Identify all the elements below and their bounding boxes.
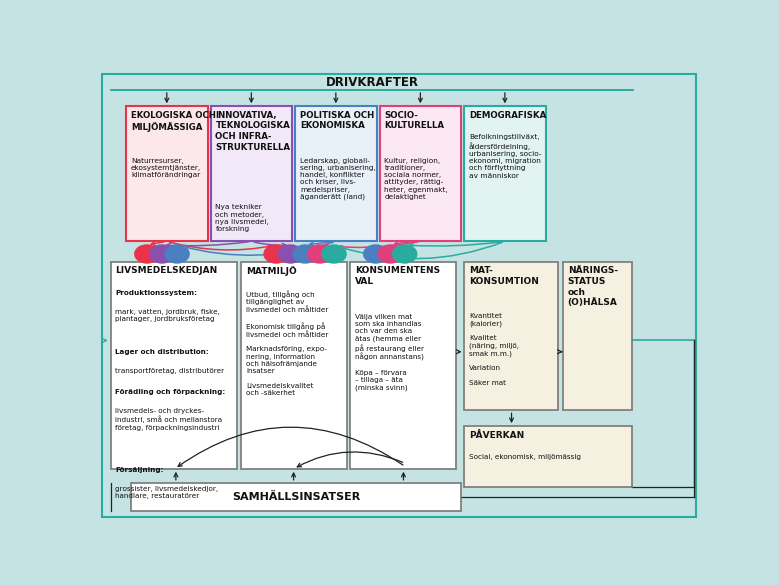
- Text: Välja vilken mat
som ska inhandlas
och var den ska
ätas (hemma eller
på restaura: Välja vilken mat som ska inhandlas och v…: [355, 314, 425, 391]
- FancyBboxPatch shape: [131, 483, 461, 511]
- Circle shape: [150, 245, 174, 263]
- Circle shape: [308, 245, 332, 263]
- Circle shape: [364, 245, 388, 263]
- Text: Försäljning:: Försäljning:: [115, 467, 164, 473]
- Circle shape: [279, 245, 302, 263]
- FancyBboxPatch shape: [210, 106, 292, 242]
- Text: SOCIO-
KULTURELLA: SOCIO- KULTURELLA: [385, 111, 445, 130]
- Text: transportföretag, distributörer: transportföretag, distributörer: [115, 368, 224, 374]
- Text: POLITISKA OCH
EKONOMISKA: POLITISKA OCH EKONOMISKA: [300, 111, 374, 130]
- FancyBboxPatch shape: [126, 106, 207, 242]
- Text: PÅVERKAN: PÅVERKAN: [469, 431, 524, 439]
- FancyBboxPatch shape: [464, 261, 558, 410]
- Text: MATMILJÖ: MATMILJÖ: [246, 266, 297, 276]
- Text: Produktionssystem:: Produktionssystem:: [115, 290, 198, 296]
- Text: Nya tekniker
och metoder,
nya livsmedel,
forskning: Nya tekniker och metoder, nya livsmedel,…: [216, 204, 269, 232]
- Text: Ledarskap, globali-
sering, urbanisering,
handel, konflikter
och kriser, livs-
m: Ledarskap, globali- sering, urbanisering…: [300, 157, 375, 200]
- FancyBboxPatch shape: [563, 261, 633, 410]
- Text: Utbud, tillgång och
tillgänglighet av
livsmedel och måltider

Ekonomisk tillgång: Utbud, tillgång och tillgänglighet av li…: [246, 290, 328, 396]
- Text: Kvantitet
(kalorier)

Kvalitet
(näring, miljö,
smak m.m.)

Variation

Säker mat: Kvantitet (kalorier) Kvalitet (näring, m…: [469, 313, 520, 386]
- Text: INNOVATIVA,
TEKNOLOGISKA
OCH INFRA-
STRUKTURELLA: INNOVATIVA, TEKNOLOGISKA OCH INFRA- STRU…: [216, 111, 291, 152]
- Circle shape: [135, 245, 159, 263]
- Text: LIVSMEDELSKEDJAN: LIVSMEDELSKEDJAN: [115, 266, 218, 275]
- Text: livsmedels- och dryckes-
industri, små och mellanstora
företag, förpackningsindu: livsmedels- och dryckes- industri, små o…: [115, 408, 223, 431]
- Circle shape: [393, 245, 417, 263]
- Circle shape: [322, 245, 346, 263]
- FancyBboxPatch shape: [464, 426, 633, 487]
- Text: Förädling och förpackning:: Förädling och förpackning:: [115, 389, 226, 395]
- Text: Naturresurser,
ekosystemtjänster,
klimatförändringar: Naturresurser, ekosystemtjänster, klimat…: [131, 157, 201, 178]
- Circle shape: [165, 245, 189, 263]
- Circle shape: [293, 245, 317, 263]
- Text: KONSUMENTENS
VAL: KONSUMENTENS VAL: [355, 266, 440, 286]
- Text: MAT-
KONSUMTION: MAT- KONSUMTION: [469, 266, 539, 286]
- Circle shape: [378, 245, 402, 263]
- Text: Lager och distribution:: Lager och distribution:: [115, 349, 210, 355]
- Circle shape: [264, 245, 288, 263]
- Text: grossister, livsmedelskedjor,
handlare, restauratörer: grossister, livsmedelskedjor, handlare, …: [115, 486, 219, 499]
- Text: Kultur, religion,
traditioner,
sociala normer,
attityder, rättig-
heter, egenmak: Kultur, religion, traditioner, sociala n…: [385, 157, 448, 200]
- FancyBboxPatch shape: [111, 261, 238, 469]
- Text: DEMOGRAFISKA: DEMOGRAFISKA: [469, 111, 546, 120]
- Text: DRIVKRAFTER: DRIVKRAFTER: [326, 75, 418, 89]
- Text: Befolkningstillväxt,
åldersfördelning,
urbanisering, socio-
ekonomi, migration
o: Befolkningstillväxt, åldersfördelning, u…: [469, 134, 541, 178]
- FancyBboxPatch shape: [464, 106, 545, 242]
- FancyBboxPatch shape: [379, 106, 461, 242]
- FancyBboxPatch shape: [351, 261, 456, 469]
- Text: SAMHÄLLSINSATSER: SAMHÄLLSINSATSER: [232, 492, 360, 502]
- Text: NÄRINGS-
STATUS
och
(O)HÄLSA: NÄRINGS- STATUS och (O)HÄLSA: [568, 266, 618, 307]
- Text: mark, vatten, jordbruk, fiske,
plantager, jordbruksföretag: mark, vatten, jordbruk, fiske, plantager…: [115, 309, 220, 322]
- Text: Social, ekonomisk, miljömässig: Social, ekonomisk, miljömässig: [469, 454, 581, 460]
- FancyBboxPatch shape: [241, 261, 347, 469]
- FancyBboxPatch shape: [295, 106, 376, 242]
- Text: EKOLOGISKA OCH
MILJÖMÄSSIGA: EKOLOGISKA OCH MILJÖMÄSSIGA: [131, 111, 216, 132]
